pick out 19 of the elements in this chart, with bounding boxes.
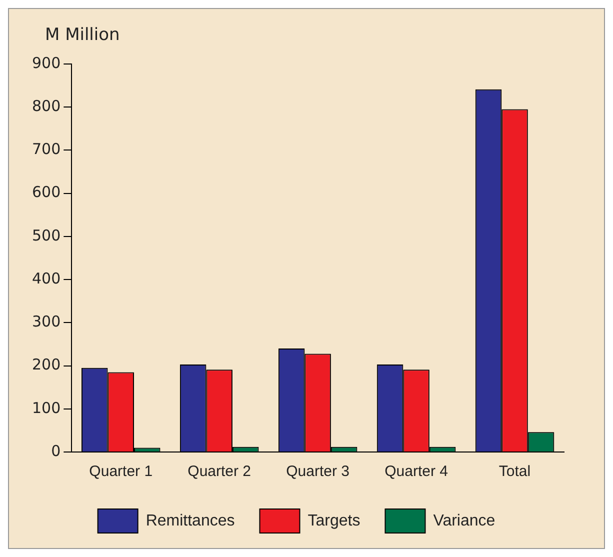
- y-tick-label: 300: [32, 312, 61, 331]
- y-axis-title: M Million: [45, 24, 120, 45]
- y-tick-label: 600: [32, 183, 61, 202]
- y-tick-label: 200: [32, 356, 61, 374]
- y-tick-label: 0: [51, 442, 61, 460]
- legend-label: Variance: [433, 512, 496, 530]
- y-tick-label: 500: [32, 226, 61, 244]
- x-tick-label: Quarter 4: [384, 463, 448, 480]
- y-tick-label: 100: [32, 398, 61, 417]
- y-tick-label: 700: [32, 140, 61, 158]
- y-tick-label: 400: [32, 269, 61, 288]
- legend-label: Remittances: [146, 512, 235, 530]
- x-tick-label: Quarter 2: [188, 463, 252, 480]
- legend-label: Targets: [308, 512, 360, 530]
- x-tick-label: Quarter 1: [89, 463, 153, 480]
- x-tick-label: Total: [498, 463, 531, 480]
- y-tick-label: 900: [32, 54, 61, 72]
- x-tick-label: Quarter 3: [286, 463, 350, 480]
- y-tick-label: 800: [32, 97, 61, 115]
